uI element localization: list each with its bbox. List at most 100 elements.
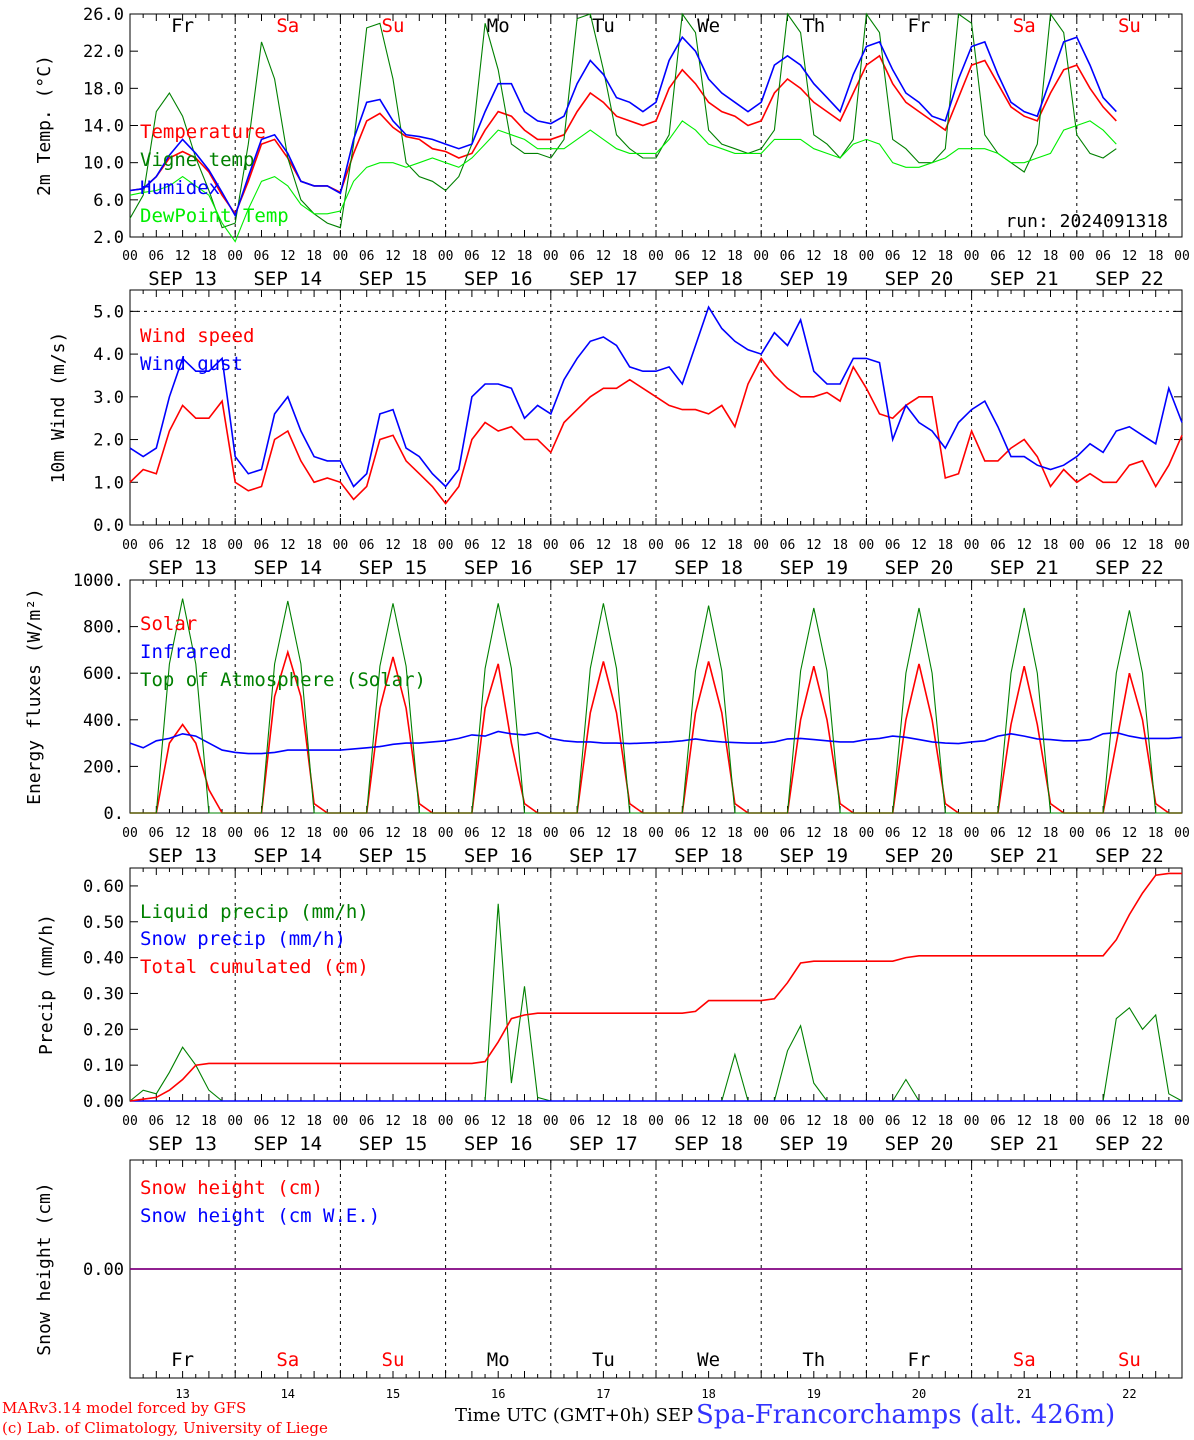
hour-label: 00	[438, 538, 454, 553]
y-axis-label: 10m Wind (m/s)	[48, 332, 69, 484]
hour-label: 06	[885, 1114, 901, 1129]
weekday-label: Mo	[487, 1349, 510, 1371]
y-tick-label: 4.0	[93, 345, 124, 365]
legend-entry: Wind speed	[140, 325, 254, 347]
hour-label: 00	[1174, 1114, 1190, 1129]
hour-label: 18	[622, 249, 638, 264]
hour-label: 12	[280, 1114, 296, 1129]
hour-label: 06	[254, 1114, 270, 1129]
y-axis-label: Energy fluxes (W/m²)	[24, 588, 45, 805]
hour-label: 00	[964, 249, 980, 264]
day-number: 22	[1122, 1387, 1136, 1401]
hour-label: 06	[674, 249, 690, 264]
hour-label: 00	[648, 249, 664, 264]
date-label: SEP 22	[1095, 557, 1164, 579]
y-tick-label: 1.0	[93, 473, 124, 493]
hour-label: 18	[201, 249, 217, 264]
hour-label: 18	[201, 826, 217, 841]
hour-label: 12	[280, 826, 296, 841]
hour-label: 06	[569, 249, 585, 264]
hour-label: 06	[1095, 1114, 1111, 1129]
hour-label: 18	[937, 826, 953, 841]
hour-label: 12	[1016, 538, 1032, 553]
hour-label: 00	[333, 538, 349, 553]
hour-label: 12	[911, 826, 927, 841]
date-label: SEP 13	[148, 1133, 217, 1155]
hour-label: 12	[806, 826, 822, 841]
hour-label: 18	[832, 249, 848, 264]
model-credit: MARv3.14 model forced by GFS	[2, 1399, 247, 1417]
y-tick-label: 0.	[104, 804, 124, 824]
weekday-label: Mo	[487, 15, 510, 37]
hour-label: 06	[359, 826, 375, 841]
legend-entry: Infrared	[140, 641, 232, 663]
weekday-label: Fr	[171, 1349, 194, 1371]
hour-label: 18	[201, 538, 217, 553]
hour-label: 00	[648, 826, 664, 841]
hour-label: 00	[333, 1114, 349, 1129]
date-label: SEP 17	[569, 557, 638, 579]
legend-entry: Total cumulated (cm)	[140, 956, 369, 978]
y-tick-label: 0.00	[83, 1092, 124, 1112]
hour-label: 06	[674, 826, 690, 841]
hour-label: 00	[753, 249, 769, 264]
hour-label: 06	[464, 249, 480, 264]
hour-label: 12	[385, 1114, 401, 1129]
hour-label: 12	[490, 826, 506, 841]
hour-label: 18	[1043, 538, 1059, 553]
date-label: SEP 16	[464, 845, 533, 867]
run-label: run: 2024091318	[1005, 211, 1168, 232]
snow-panel	[129, 1159, 1183, 1379]
date-label: SEP 20	[885, 268, 954, 290]
y-tick-label: 0.30	[83, 984, 124, 1004]
weekday-label: Su	[1118, 1349, 1141, 1371]
date-label: SEP 16	[464, 557, 533, 579]
y-tick-label: 0.20	[83, 1020, 124, 1040]
hour-label: 18	[517, 1114, 533, 1129]
hour-label: 06	[148, 538, 164, 553]
date-label: SEP 14	[253, 1133, 322, 1155]
hour-label: 06	[359, 538, 375, 553]
y-axis-label: Snow height (cm)	[34, 1182, 55, 1355]
date-label: SEP 14	[253, 557, 322, 579]
y-tick-label: 800.	[83, 618, 124, 638]
y-tick-label: 0.60	[83, 877, 124, 897]
hour-label: 18	[1043, 1114, 1059, 1129]
weekday-label: Sa	[276, 15, 299, 37]
hour-label: 00	[122, 249, 138, 264]
weekday-label: Su	[1118, 15, 1141, 37]
weekday-label: Fr	[908, 15, 931, 37]
hour-label: 06	[990, 826, 1006, 841]
hour-label: 00	[122, 538, 138, 553]
date-label: SEP 13	[148, 845, 217, 867]
hour-label: 00	[859, 538, 875, 553]
hour-label: 06	[569, 538, 585, 553]
date-label: SEP 14	[253, 845, 322, 867]
hour-label: 18	[832, 1114, 848, 1129]
hour-label: 18	[1148, 249, 1164, 264]
legend-entry: Top of Atmosphere (Solar)	[140, 669, 426, 691]
hour-label: 00	[122, 826, 138, 841]
hour-label: 12	[175, 538, 191, 553]
hour-label: 06	[674, 538, 690, 553]
hour-label: 12	[385, 249, 401, 264]
date-label: SEP 22	[1095, 268, 1164, 290]
date-label: SEP 14	[253, 268, 322, 290]
weekday-label: Tu	[592, 1349, 615, 1371]
hour-label: 12	[280, 538, 296, 553]
hour-label: 18	[411, 1114, 427, 1129]
y-tick-label: 0.00	[83, 1260, 124, 1280]
day-number: 20	[912, 1387, 926, 1401]
hour-label: 18	[201, 1114, 217, 1129]
hour-label: 12	[701, 249, 717, 264]
day-number: 15	[386, 1387, 400, 1401]
y-tick-label: 0.40	[83, 949, 124, 969]
date-label: SEP 16	[464, 268, 533, 290]
weekday-label: Su	[382, 15, 405, 37]
y-tick-label: 0.10	[83, 1056, 124, 1076]
date-label: SEP 21	[990, 845, 1059, 867]
hour-label: 00	[859, 249, 875, 264]
date-label: SEP 22	[1095, 1133, 1164, 1155]
y-tick-label: 2.0	[93, 228, 124, 248]
hour-label: 00	[648, 538, 664, 553]
